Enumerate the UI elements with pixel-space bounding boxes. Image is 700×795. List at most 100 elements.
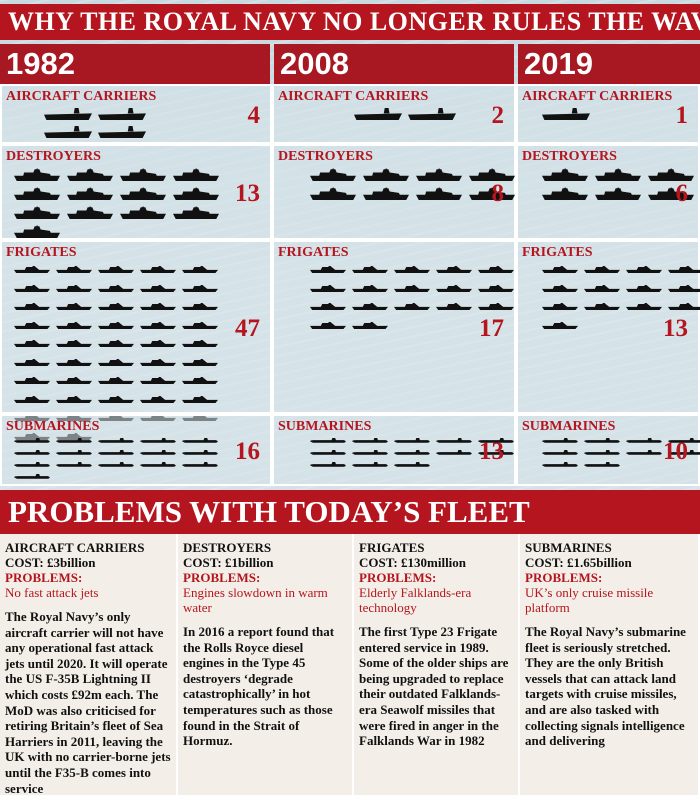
destroyer-ship-icon [416,187,462,200]
frigate-ship-icon [56,266,92,273]
frigate-ship-icon [14,377,50,384]
frigate-ship-icon [352,266,388,273]
cost-label: COST: £1billion [183,555,274,570]
count-value: 13 [663,315,688,342]
category-label: FRIGATES [522,245,593,260]
cell-aircraft-carriers-1982: AIRCRAFT CARRIERS 4 [0,84,272,144]
problem-description: In 2016 a report found that the Rolls Ro… [183,624,335,749]
frigate-ship-icon [182,303,218,310]
submarine-ship-icon [14,450,50,455]
frigate-ship-icon [98,377,134,384]
frigate-ship-icon [182,358,218,366]
year-header-2008: 2008 [274,44,514,84]
ship-type-name: FRIGATES [359,540,425,555]
aircraft-carrier-ship-icon [542,108,590,120]
submarine-ship-icon [584,438,620,443]
count-value: 10 [663,438,688,465]
problem-summary: No fast attack jets [5,585,99,600]
frigate-ship-icon [14,303,50,310]
aircraft-carrier-ship-icon [44,126,92,138]
frigate-ship-icon [182,377,218,384]
frigate-ship-icon [310,321,346,329]
frigate-ship-icon [140,358,176,366]
submarine-ship-icon [584,462,620,467]
destroyer-ship-icon [173,187,219,200]
frigate-ship-icon [478,284,514,292]
destroyer-ship-icon [595,168,641,181]
frigate-ship-icon [352,321,388,329]
destroyer-ship-icon [363,187,409,200]
frigate-ship-icon [182,284,218,292]
destroyer-ship-icon [67,187,113,200]
submarine-ship-icon [352,462,388,467]
problem-column-destroyers: DESTROYERS COST: £1billion PROBLEMS: Engine… [178,534,354,795]
problems-label: PROBLEMS: [359,570,437,585]
submarine-ship-icon [352,450,388,455]
frigate-ship-icon [352,284,388,292]
count-value: 17 [479,315,504,342]
frigate-ship-icon [98,303,134,310]
submarine-ship-icon [668,438,700,443]
problems-label: PROBLEMS: [183,570,261,585]
destroyer-ship-icon [14,225,60,238]
frigate-ship-icon [542,266,578,273]
destroyer-ship-icon [173,168,219,181]
destroyer-ship-icon [67,206,113,219]
submarine-ship-icon [14,462,50,467]
frigate-ship-icon [14,340,50,347]
frigate-ship-icon [584,266,620,273]
submarine-ship-icon [542,450,578,455]
destroyer-ship-icon [542,187,588,200]
aircraft-carrier-ship-icon [98,108,146,120]
frigate-ship-icon [56,395,92,403]
cell-destroyers-2008: DESTROYERS 8 [272,144,516,240]
aircraft-carrier-ship-icon [44,108,92,120]
count-value: 13 [479,438,504,465]
frigate-ship-icon [140,340,176,347]
submarine-ship-icon [584,450,620,455]
submarine-ship-icon [56,438,92,443]
frigate-ship-icon [140,377,176,384]
year-header-1982: 1982 [0,44,270,84]
frigate-ship-icon [668,284,700,292]
category-label: AIRCRAFT CARRIERS [278,89,429,104]
count-value: 4 [247,102,261,129]
frigate-ship-icon [626,284,662,292]
submarine-ship-icon [14,438,50,443]
submarine-ship-icon [668,450,700,455]
frigate-ship-icon [182,321,218,329]
submarine-ship-icon [140,438,176,443]
destroyer-ship-icon [469,168,515,181]
category-label: DESTROYERS [522,149,617,164]
destroyer-ship-icon [120,206,166,219]
aircraft-carrier-ship-icon [354,108,402,120]
cost-label: COST: £130million [359,555,467,570]
category-label: DESTROYERS [6,149,101,164]
category-label: FRIGATES [278,245,349,260]
frigate-ship-icon [98,266,134,273]
problem-summary: Engines slowdown in warm water [183,585,328,615]
frigate-ship-icon [394,266,430,273]
submarine-ship-icon [394,450,430,455]
problem-column-frigates: FRIGATES COST: £130million PROBLEMS: Elderl… [354,534,520,795]
frigate-ship-icon [584,284,620,292]
frigate-ship-icon [140,284,176,292]
frigate-ship-icon [668,266,700,273]
year-header-2019: 2019 [518,44,700,84]
main-title: WHY THE ROYAL NAVY NO LONGER RULES THE W… [0,4,700,40]
count-value: 6 [675,180,689,207]
submarine-ship-icon [478,450,514,455]
count-value: 16 [235,438,260,465]
submarine-ship-icon [182,450,218,455]
frigate-ship-icon [352,303,388,310]
frigate-ship-icon [436,284,472,292]
frigate-ship-icon [140,321,176,329]
ship-type-name: SUBMARINES [525,540,612,555]
frigate-ship-icon [542,321,578,329]
destroyer-ship-icon [542,168,588,181]
submarine-ship-icon [310,450,346,455]
destroyer-ship-icon [469,187,515,200]
frigate-ship-icon [542,284,578,292]
count-value: 8 [491,180,505,207]
problem-column-aircraft-carriers: AIRCRAFT CARRIERS COST: £3billion PROBLEMS… [0,534,178,795]
